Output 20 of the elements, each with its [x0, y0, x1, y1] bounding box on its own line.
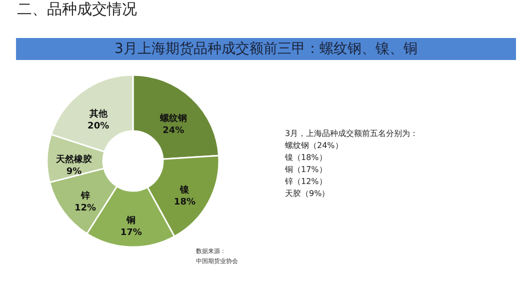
data-label: 12% [74, 204, 96, 214]
text: 天胶（9%） [285, 188, 331, 200]
text: 镍（18%） [285, 152, 328, 164]
data-label: 17% [120, 228, 142, 238]
slice-label: 铜 [126, 214, 136, 226]
text: 3月上海期货品种成交额前三甲：螺纹钢、镍、铜 [16, 38, 516, 60]
data-label: 9% [66, 167, 82, 178]
slice-label: 螺纹钢 [158, 112, 187, 124]
text: 螺纹钢（24%） [285, 140, 344, 152]
slice-label: 锌 [80, 190, 90, 202]
text: 锌（12%） [285, 176, 328, 188]
slice-label: 天然橡胶 [55, 154, 92, 166]
slice-label: 其他 [88, 108, 108, 120]
data-label: 20% [88, 121, 110, 132]
slice-label: 镍 [179, 184, 190, 196]
text: 3月，上海品种成交额前五名分别为： [285, 128, 418, 140]
data-label: 18% [174, 197, 196, 208]
chart-title: 二、品种成交情况 [17, 0, 137, 19]
data-label: 24% [162, 126, 184, 136]
text: 铜（17%） [285, 164, 328, 176]
